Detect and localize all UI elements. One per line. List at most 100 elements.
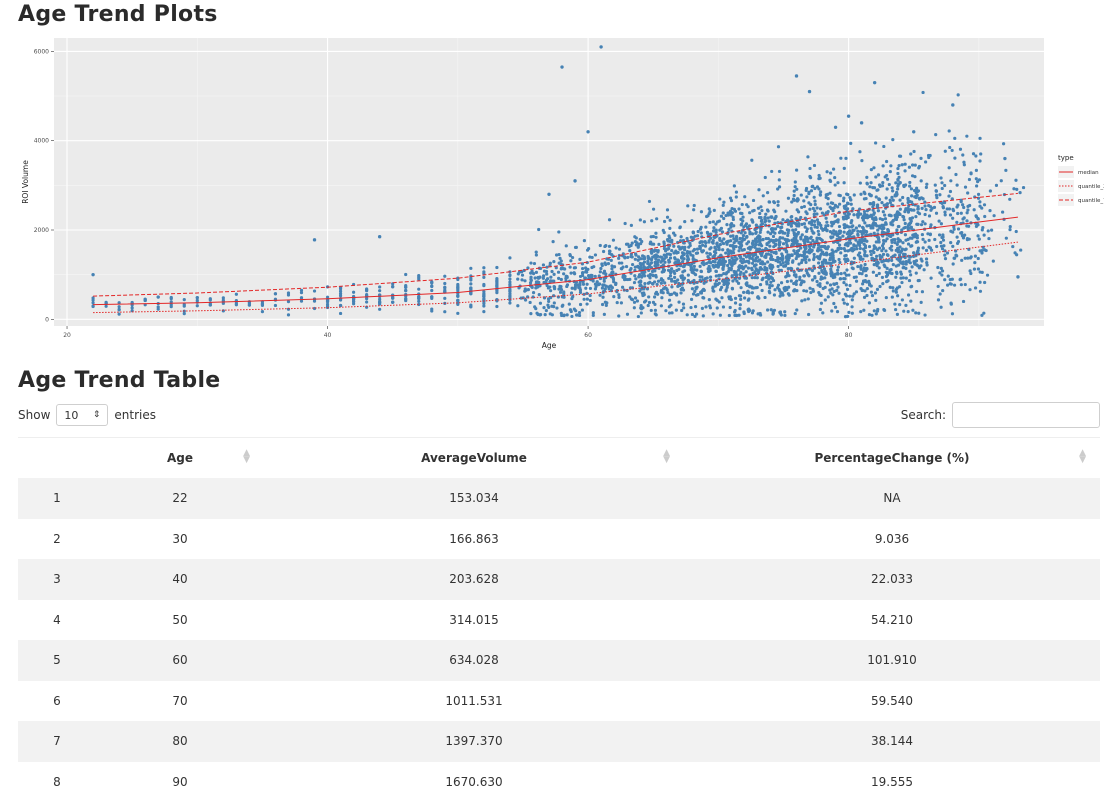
data-point bbox=[742, 267, 745, 270]
data-point bbox=[806, 227, 809, 230]
data-point bbox=[852, 213, 855, 216]
data-point bbox=[589, 299, 592, 302]
data-point bbox=[781, 292, 784, 295]
data-point bbox=[955, 205, 958, 208]
column-header-averagevolume[interactable]: AverageVolume▲▼ bbox=[264, 438, 684, 479]
data-point bbox=[839, 277, 842, 280]
data-point bbox=[728, 314, 731, 317]
data-point bbox=[352, 298, 355, 301]
data-point bbox=[618, 248, 621, 251]
data-point bbox=[516, 304, 519, 307]
data-point bbox=[878, 240, 881, 243]
data-point bbox=[962, 206, 965, 209]
data-point bbox=[778, 238, 781, 241]
data-point bbox=[711, 286, 714, 289]
data-point bbox=[883, 265, 886, 268]
data-point bbox=[781, 218, 784, 221]
data-point bbox=[549, 276, 552, 279]
row-index-cell: 6 bbox=[18, 681, 96, 722]
y-axis-label: ROI Volume bbox=[21, 160, 30, 204]
data-point bbox=[915, 191, 918, 194]
data-point bbox=[872, 213, 875, 216]
data-point bbox=[751, 262, 754, 265]
page-length-select[interactable]: 10 ⇕ bbox=[56, 404, 108, 426]
data-point bbox=[776, 200, 779, 203]
data-point bbox=[754, 263, 757, 266]
data-point bbox=[847, 311, 850, 314]
data-point bbox=[874, 222, 877, 225]
data-point bbox=[889, 214, 892, 217]
column-header-index[interactable] bbox=[18, 438, 96, 479]
data-point bbox=[983, 234, 986, 237]
data-point bbox=[764, 224, 767, 227]
data-point bbox=[915, 223, 918, 226]
outlier-point bbox=[873, 81, 876, 84]
data-point bbox=[699, 246, 702, 249]
data-point bbox=[858, 238, 861, 241]
data-point bbox=[759, 262, 762, 265]
data-point bbox=[878, 183, 881, 186]
search-input[interactable] bbox=[952, 402, 1100, 428]
data-point bbox=[864, 215, 867, 218]
data-point bbox=[692, 231, 695, 234]
data-point bbox=[670, 311, 673, 314]
data-point bbox=[560, 278, 563, 281]
data-point bbox=[893, 238, 896, 241]
data-point bbox=[783, 314, 786, 317]
data-point bbox=[863, 267, 866, 270]
data-point bbox=[747, 308, 750, 311]
data-point bbox=[687, 274, 690, 277]
data-point bbox=[960, 283, 963, 286]
data-point bbox=[891, 223, 894, 226]
data-point bbox=[908, 181, 911, 184]
data-point bbox=[725, 223, 728, 226]
data-point bbox=[718, 300, 721, 303]
data-point bbox=[904, 222, 907, 225]
column-header-percentagechange[interactable]: PercentageChange (%)▲▼ bbox=[684, 438, 1100, 479]
data-point bbox=[800, 261, 803, 264]
data-point bbox=[808, 258, 811, 261]
data-point bbox=[209, 303, 212, 306]
data-point bbox=[824, 298, 827, 301]
data-point bbox=[772, 227, 775, 230]
data-point bbox=[885, 174, 888, 177]
data-point bbox=[712, 226, 715, 229]
data-point bbox=[637, 255, 640, 258]
data-point bbox=[672, 231, 675, 234]
data-point bbox=[809, 203, 812, 206]
data-point bbox=[660, 304, 663, 307]
data-point bbox=[959, 148, 962, 151]
age-trend-table: Age▲▼ AverageVolume▲▼ PercentageChange (… bbox=[18, 437, 1100, 802]
data-point bbox=[287, 313, 290, 316]
data-point bbox=[764, 219, 767, 222]
data-point bbox=[705, 215, 708, 218]
data-point bbox=[929, 209, 932, 212]
data-point bbox=[907, 310, 910, 313]
data-point bbox=[758, 236, 761, 239]
data-point bbox=[727, 252, 730, 255]
data-point bbox=[911, 174, 914, 177]
column-header-age[interactable]: Age▲▼ bbox=[96, 438, 264, 479]
data-point bbox=[300, 296, 303, 299]
data-point bbox=[610, 264, 613, 267]
data-point bbox=[826, 211, 829, 214]
data-point bbox=[563, 267, 566, 270]
data-point bbox=[1022, 186, 1025, 189]
data-point bbox=[702, 314, 705, 317]
data-point bbox=[874, 218, 877, 221]
data-point bbox=[196, 299, 199, 302]
data-point bbox=[969, 269, 972, 272]
data-point bbox=[581, 274, 584, 277]
data-point bbox=[725, 242, 728, 245]
data-point bbox=[757, 269, 760, 272]
data-point bbox=[887, 229, 890, 232]
data-point bbox=[787, 286, 790, 289]
data-point bbox=[875, 195, 878, 198]
